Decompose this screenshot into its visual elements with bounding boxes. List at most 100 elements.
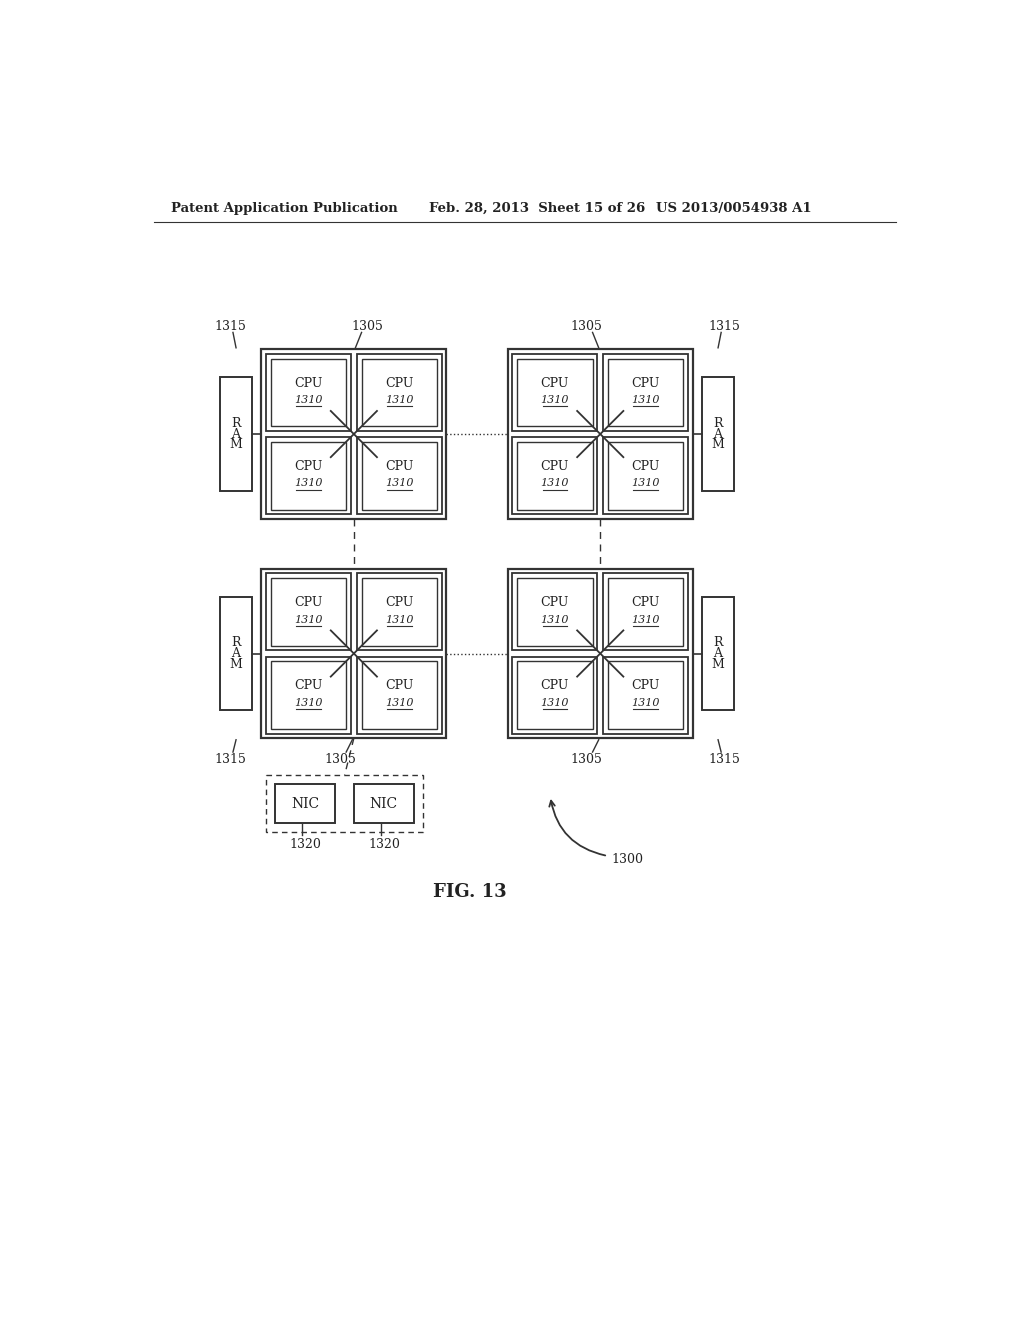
Bar [270, 359, 346, 426]
Text: 1310: 1310 [541, 615, 569, 624]
Bar [701, 378, 734, 491]
Bar [357, 656, 441, 734]
Bar [361, 359, 437, 426]
Text: 1310: 1310 [632, 478, 659, 488]
Text: 1310: 1310 [385, 615, 414, 624]
Text: 1310: 1310 [541, 478, 569, 488]
Text: 1310: 1310 [294, 698, 323, 708]
Bar [261, 569, 446, 738]
Text: A: A [231, 428, 241, 441]
Bar [608, 578, 683, 645]
Text: 1310: 1310 [294, 478, 323, 488]
Text: 1315: 1315 [709, 754, 740, 767]
Text: CPU: CPU [294, 680, 323, 693]
Bar [517, 661, 593, 729]
Text: NIC: NIC [370, 797, 398, 810]
Text: 1315: 1315 [709, 319, 740, 333]
Bar [701, 597, 734, 710]
Text: 1310: 1310 [294, 615, 323, 624]
Text: CPU: CPU [632, 459, 659, 473]
Bar [266, 656, 351, 734]
Text: CPU: CPU [294, 459, 323, 473]
Text: CPU: CPU [294, 597, 323, 610]
Text: A: A [714, 647, 723, 660]
Text: M: M [229, 657, 243, 671]
Text: 1320: 1320 [290, 838, 322, 851]
Text: 1310: 1310 [541, 395, 569, 405]
Bar [270, 578, 346, 645]
Text: CPU: CPU [294, 376, 323, 389]
Text: 1305: 1305 [570, 319, 602, 333]
Text: CPU: CPU [541, 459, 569, 473]
Text: R: R [231, 636, 241, 649]
Text: Patent Application Publication: Patent Application Publication [171, 202, 397, 215]
Bar [603, 354, 688, 430]
Text: CPU: CPU [541, 597, 569, 610]
Bar [261, 350, 446, 519]
Bar [357, 573, 441, 651]
Bar [266, 437, 351, 515]
Bar [608, 661, 683, 729]
Text: 1310: 1310 [632, 395, 659, 405]
Text: US 2013/0054938 A1: US 2013/0054938 A1 [655, 202, 811, 215]
Text: CPU: CPU [632, 597, 659, 610]
Text: CPU: CPU [541, 376, 569, 389]
Bar [361, 578, 437, 645]
Text: A: A [231, 647, 241, 660]
Text: 1310: 1310 [541, 698, 569, 708]
Text: CPU: CPU [385, 376, 414, 389]
Bar [512, 573, 597, 651]
Bar [220, 378, 252, 491]
Bar [357, 437, 441, 515]
Bar [517, 359, 593, 426]
Text: 1305: 1305 [570, 754, 602, 767]
Text: R: R [714, 417, 723, 430]
Bar [266, 573, 351, 651]
Text: CPU: CPU [385, 680, 414, 693]
Text: 1300: 1300 [611, 853, 643, 866]
Text: M: M [712, 438, 725, 451]
Bar [220, 597, 252, 710]
Bar [270, 661, 346, 729]
Text: CPU: CPU [385, 459, 414, 473]
Bar [354, 784, 414, 822]
Bar [608, 359, 683, 426]
Text: 1310: 1310 [294, 395, 323, 405]
Bar [508, 350, 692, 519]
Bar [361, 442, 437, 510]
Bar [266, 775, 423, 832]
Text: CPU: CPU [385, 597, 414, 610]
Text: NIC: NIC [291, 797, 319, 810]
Bar [361, 661, 437, 729]
Bar [270, 442, 346, 510]
Text: CPU: CPU [632, 680, 659, 693]
Bar [512, 354, 597, 430]
Text: Feb. 28, 2013  Sheet 15 of 26: Feb. 28, 2013 Sheet 15 of 26 [429, 202, 645, 215]
Bar [266, 354, 351, 430]
Bar [517, 578, 593, 645]
Text: 1315: 1315 [214, 319, 246, 333]
Text: 1320: 1320 [368, 838, 399, 851]
Text: 1305: 1305 [324, 754, 356, 767]
Bar [603, 656, 688, 734]
Text: CPU: CPU [541, 680, 569, 693]
Text: 1310: 1310 [632, 615, 659, 624]
Text: R: R [714, 636, 723, 649]
Bar [508, 569, 692, 738]
Text: CPU: CPU [632, 376, 659, 389]
Bar [603, 573, 688, 651]
Text: M: M [229, 438, 243, 451]
Text: M: M [712, 657, 725, 671]
Bar [603, 437, 688, 515]
Text: 1310: 1310 [632, 698, 659, 708]
Bar [608, 442, 683, 510]
Text: 1310: 1310 [385, 478, 414, 488]
Bar [512, 656, 597, 734]
Text: FIG. 13: FIG. 13 [432, 883, 506, 902]
Text: A: A [714, 428, 723, 441]
Text: 1305: 1305 [352, 319, 384, 333]
Text: 1310: 1310 [385, 698, 414, 708]
Bar [512, 437, 597, 515]
Text: 1315: 1315 [214, 754, 246, 767]
Bar [275, 784, 336, 822]
